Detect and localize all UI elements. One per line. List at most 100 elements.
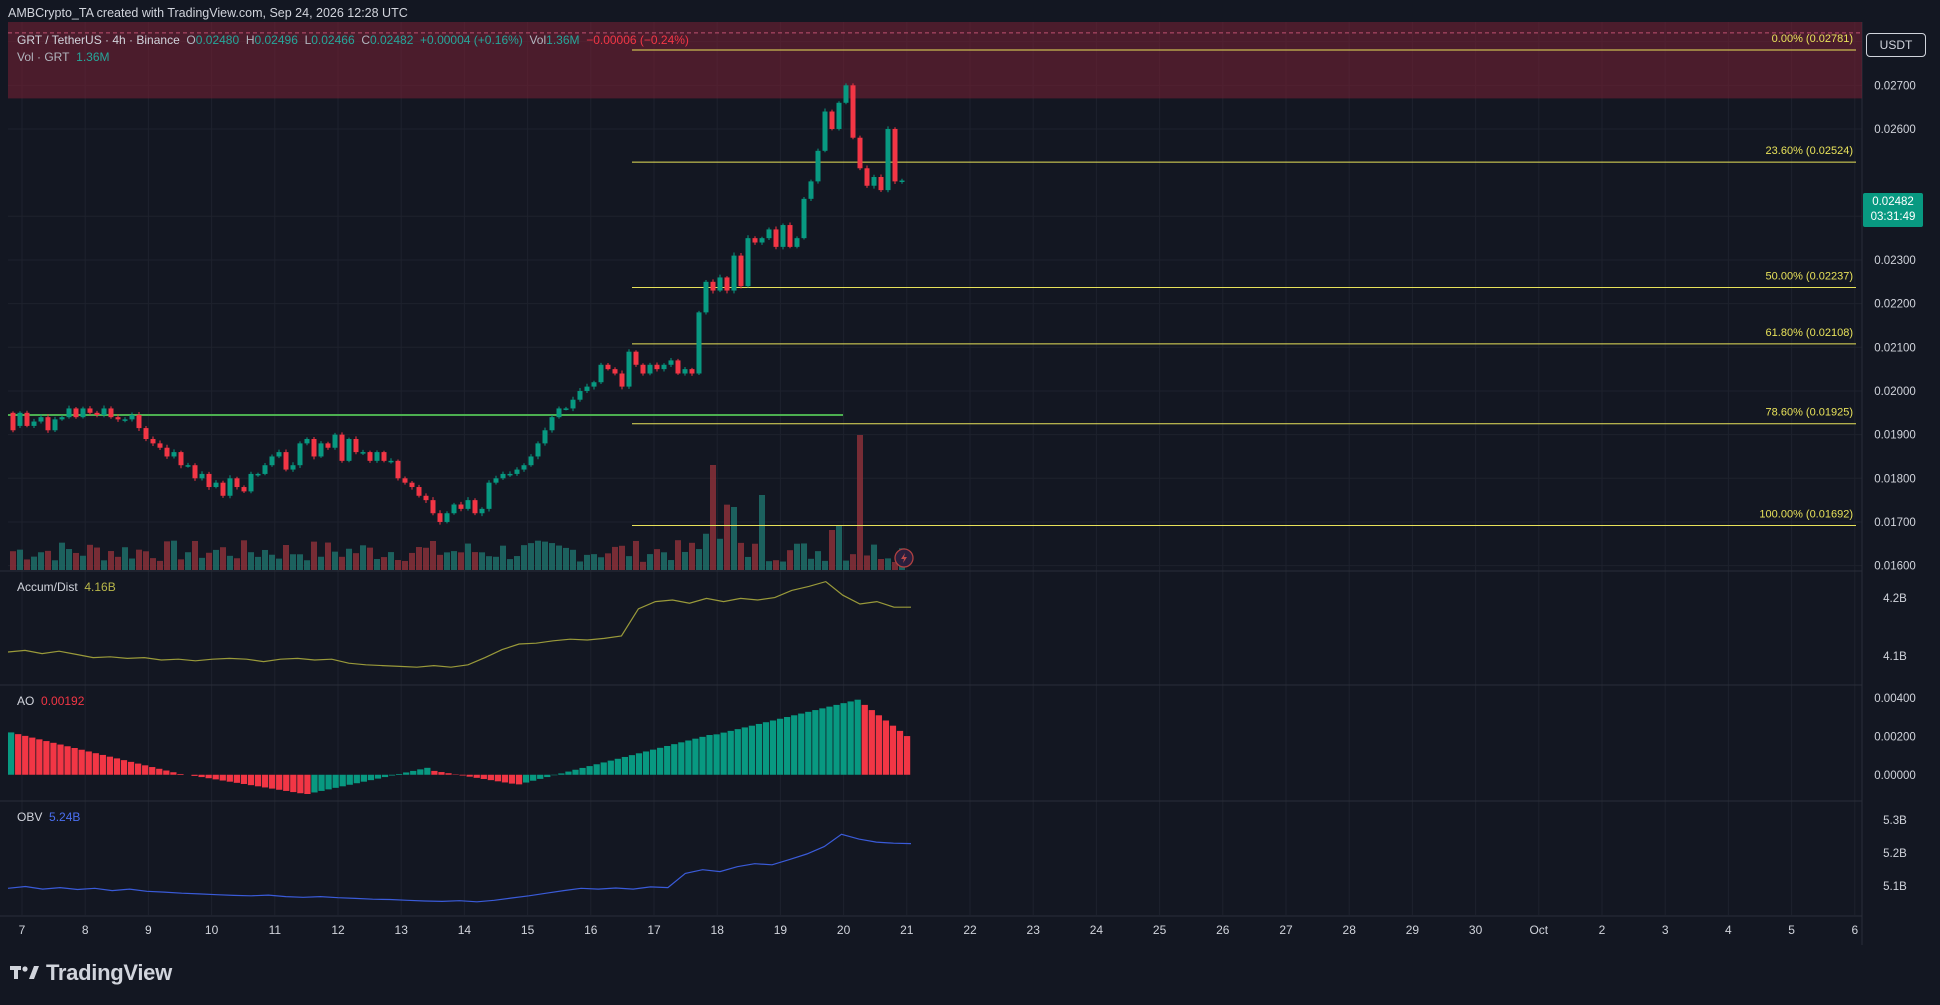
- ao-bar: [212, 774, 219, 780]
- price-tick-label: 0.02200: [1874, 299, 1916, 311]
- candle-body: [605, 364, 611, 370]
- volume-label[interactable]: Vol · GRT: [17, 50, 70, 64]
- volume-bar: [731, 506, 737, 570]
- time-tick-label: 10: [205, 923, 219, 937]
- time-tick-label: 4: [1725, 923, 1732, 937]
- volume-bar: [724, 504, 730, 570]
- candle-body: [367, 452, 373, 461]
- candle-body: [108, 408, 114, 418]
- volume-row-value: 1.36M: [76, 50, 110, 64]
- candle-body: [122, 419, 128, 421]
- tradingview-logo-icon: [10, 960, 40, 986]
- candle-body: [465, 500, 471, 509]
- resistance-zone: [8, 22, 1862, 99]
- currency-button[interactable]: USDT: [1866, 33, 1926, 57]
- ao-bar: [487, 774, 494, 781]
- ao-bar: [614, 758, 621, 775]
- candle-body: [696, 312, 702, 374]
- ao-bar: [134, 763, 142, 775]
- ao-bar: [254, 774, 262, 787]
- candle-body: [150, 439, 156, 444]
- volume-bar: [696, 549, 702, 570]
- time-tick-label: 9: [145, 923, 152, 937]
- volume-bar: [794, 543, 800, 570]
- candle-body: [479, 508, 485, 514]
- obv-tick-label: 5.3B: [1883, 815, 1907, 827]
- candle-body: [843, 85, 849, 103]
- ao-bar: [903, 736, 911, 775]
- tradingview-logo[interactable]: TradingView: [10, 960, 172, 986]
- ao-bar: [410, 770, 417, 775]
- volume-bar: [45, 550, 51, 570]
- time-tick-label: 26: [1216, 923, 1230, 937]
- ao-bar: [438, 772, 445, 775]
- volume-bar: [577, 561, 583, 570]
- accum-dist-value: 4.16B: [84, 580, 116, 594]
- volume-bar: [31, 556, 37, 570]
- close-value: 0.02482: [369, 33, 414, 47]
- symbol-name[interactable]: GRT / TetherUS · 4h · Binance: [17, 33, 180, 47]
- ao-bar: [819, 708, 826, 775]
- ao-bar: [170, 772, 177, 775]
- volume-bar: [556, 545, 562, 570]
- candle-body: [402, 478, 408, 483]
- candle-body: [864, 168, 870, 186]
- candle-body: [633, 351, 639, 365]
- volume-bar: [94, 547, 100, 570]
- volume-bar: [647, 554, 653, 570]
- ao-bar: [269, 774, 276, 789]
- time-tick-label: 17: [647, 923, 661, 937]
- ao-bar: [396, 773, 403, 775]
- volume-bar: [437, 554, 443, 570]
- volume-bar: [759, 495, 765, 570]
- ao-bar: [600, 762, 607, 775]
- volume-bar: [535, 540, 541, 570]
- ao-bar: [219, 774, 226, 781]
- candle-body: [416, 487, 422, 496]
- candle-body: [241, 487, 247, 492]
- candle-body: [311, 439, 317, 457]
- volume-bar: [864, 555, 870, 570]
- candle-body: [388, 460, 394, 463]
- volume-bar: [10, 551, 16, 570]
- fibonacci-levels: 0.00% (0.02781) 23.60% (0.02524) 50.00% (0…: [8, 33, 1856, 526]
- candle-body: [59, 417, 65, 420]
- candle-body: [87, 408, 93, 413]
- volume-bar: [129, 558, 135, 570]
- candle-body: [675, 360, 681, 374]
- obv-legend[interactable]: OBV 5.24B: [17, 810, 81, 824]
- ao-bar: [22, 735, 29, 775]
- candle-body: [353, 439, 359, 453]
- volume-bar: [59, 542, 65, 570]
- ao-bar: [882, 720, 890, 775]
- ao-legend[interactable]: AO 0.00192: [17, 694, 85, 708]
- ao-bar: [78, 749, 85, 775]
- volume-bar: [360, 545, 366, 570]
- volume-bar: [745, 556, 751, 570]
- candlesticks: [10, 83, 905, 525]
- fib-level-label: 50.00% (0.02237): [1766, 270, 1853, 282]
- price-axis: 0.028000.027000.026000.024000.023000.022…: [1874, 37, 1916, 893]
- accum-dist-legend[interactable]: Accum/Dist 4.16B: [17, 580, 116, 594]
- price-tick-label: 0.01800: [1874, 473, 1916, 485]
- volume-bar: [108, 551, 114, 570]
- time-tick-label: 8: [82, 923, 89, 937]
- candle-body: [563, 408, 569, 410]
- volume-bar: [52, 560, 58, 570]
- volume-bar: [626, 556, 632, 570]
- ao-bar: [149, 767, 156, 775]
- volume-bar: [290, 554, 296, 570]
- fib-level-label: 23.60% (0.02524): [1766, 145, 1853, 157]
- time-axis: 7 8 9 10 11 12 13 14 15 16 17 18 19 20 21 22 23 24 25 26 27 2…: [19, 923, 1859, 937]
- candle-body: [731, 255, 737, 291]
- ao-bar: [861, 704, 868, 775]
- ao-bar: [325, 774, 332, 790]
- volume-bar: [430, 540, 436, 570]
- candle-body: [220, 482, 226, 496]
- time-tick-label: 30: [1469, 923, 1483, 937]
- candle-body: [430, 500, 436, 514]
- ao-bar: [621, 756, 629, 775]
- volume-bar: [668, 560, 674, 570]
